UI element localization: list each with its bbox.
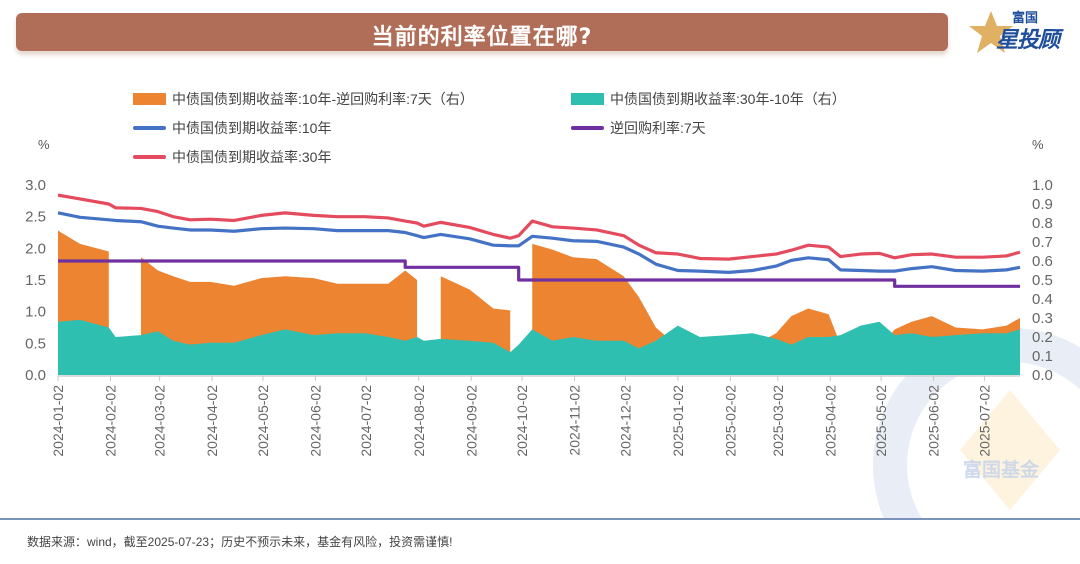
legend-reverse-repo: 逆回购利率:7天 xyxy=(571,118,706,138)
x-tick-label: 2025-03-02 xyxy=(770,385,786,457)
left-tick-label: 1.0 xyxy=(25,304,46,321)
legend-swatch xyxy=(133,126,166,130)
x-tick-label: 2025-02-02 xyxy=(722,385,738,457)
left-tick-label: 2.0 xyxy=(25,240,46,257)
x-tick-label: 2024-10-02 xyxy=(514,385,530,457)
legend-spread-30y-10y: 中债国债到期收益率:30年-10年（右） xyxy=(571,89,846,109)
left-axis-unit: % xyxy=(38,137,50,152)
footer-disclaimer: 数据来源：wind，截至2025-07-23；历史不预示未来，基金有风险，投资需… xyxy=(27,535,453,549)
x-tick-label: 2025-04-02 xyxy=(822,385,838,457)
x-tick-label: 2024-09-02 xyxy=(463,385,479,457)
star-icon xyxy=(969,11,1013,53)
right-tick-label: 0.9 xyxy=(1032,196,1053,213)
left-tick-label: 3.0 xyxy=(25,177,46,194)
legend-swatch xyxy=(133,93,166,105)
x-tick-label: 2024-02-02 xyxy=(103,385,119,457)
chart-area: 0.0 0.5 1.0 1.5 2.0 2.5 3.0 0.0 0.1 0.2 0.3 0.4 0.5 0… xyxy=(25,177,1053,457)
x-tick-label: 2024-01-02 xyxy=(50,385,66,457)
right-tick-label: 0.8 xyxy=(1032,215,1053,232)
right-tick-label: 0.3 xyxy=(1032,310,1053,327)
left-tick-label: 2.5 xyxy=(25,209,46,226)
legend-swatch xyxy=(133,155,166,159)
left-tick-label: 0.0 xyxy=(25,367,46,384)
legend-spread-10y-7d: 中债国债到期收益率:10年-逆回购利率:7天（右） xyxy=(133,89,474,109)
x-tick-label: 2024-12-02 xyxy=(617,385,633,457)
left-tick-label: 1.5 xyxy=(25,272,46,289)
legend-yield-10y: 中债国债到期收益率:10年 xyxy=(133,118,331,138)
right-tick-label: 0.4 xyxy=(1032,291,1053,308)
x-tick-label: 2024-06-02 xyxy=(307,385,323,457)
line-reverse-repo-7d xyxy=(58,259,1020,288)
x-tick-label: 2024-07-02 xyxy=(358,385,374,457)
left-tick-label: 0.5 xyxy=(25,335,46,352)
line-yield-30y xyxy=(57,193,1021,261)
right-tick-label: 0.5 xyxy=(1032,272,1053,289)
legend-label: 中债国债到期收益率:30年-10年（右） xyxy=(610,91,846,107)
area-spread-30y-10y xyxy=(58,319,1020,375)
x-tick-label: 2024-04-02 xyxy=(204,385,220,457)
logo-brand-text: 富国 xyxy=(1012,11,1039,26)
x-tick-label: 2024-11-02 xyxy=(567,385,583,456)
legend-label: 中债国债到期收益率:30年 xyxy=(172,149,332,165)
legend-label: 逆回购利率:7天 xyxy=(610,120,706,136)
x-tick-label: 2024-08-02 xyxy=(411,385,427,457)
x-tick-label: 2025-06-02 xyxy=(926,385,942,457)
right-tick-label: 0.7 xyxy=(1032,234,1053,251)
x-tick-label: 2025-05-02 xyxy=(873,385,889,457)
x-tick-label: 2025-01-02 xyxy=(670,385,686,457)
title-banner: 当前的利率位置在哪? xyxy=(16,13,948,51)
watermark-text: 富国基金 xyxy=(963,459,1040,481)
legend-label: 中债国债到期收益率:10年 xyxy=(172,120,332,136)
x-tick-label: 2024-05-02 xyxy=(255,385,271,457)
right-tick-label: 0.0 xyxy=(1032,367,1053,384)
right-tick-label: 1.0 xyxy=(1032,177,1053,194)
chart-title: 当前的利率位置在哪? xyxy=(371,25,593,50)
right-axis-unit: % xyxy=(1032,137,1044,152)
x-tick-label: 2024-03-02 xyxy=(152,385,168,457)
logo-product-text: 星投顾 xyxy=(996,28,1060,53)
brand-logo: 富国 星投顾 xyxy=(968,5,1068,55)
right-tick-label: 0.2 xyxy=(1032,329,1053,346)
legend-label: 中债国债到期收益率:10年-逆回购利率:7天（右） xyxy=(172,91,474,107)
footer-divider xyxy=(0,518,1080,520)
x-tick-label: 2025-07-02 xyxy=(976,385,992,457)
legend-swatch xyxy=(571,93,604,105)
legend-swatch xyxy=(571,126,604,130)
line-yield-10y xyxy=(57,211,1021,274)
legend-yield-30y: 中债国债到期收益率:30年 xyxy=(133,147,331,167)
right-tick-label: 0.1 xyxy=(1032,348,1053,365)
right-tick-label: 0.6 xyxy=(1032,253,1053,270)
